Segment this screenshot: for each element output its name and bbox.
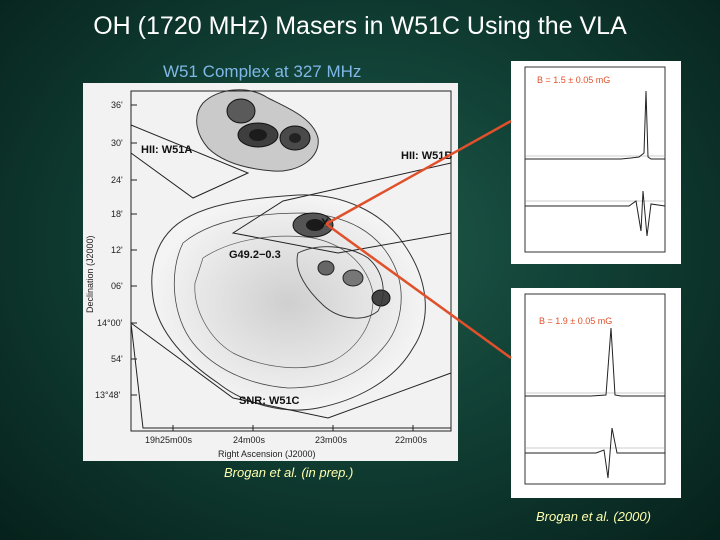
y-tick: 06' (111, 281, 123, 291)
spectrum-bottom-plot: B = 1.9 ± 0.05 mG (524, 293, 666, 485)
label-g49: G49.2−0.3 (229, 249, 281, 261)
y-tick: 13°48' (95, 390, 121, 400)
y-tick: 24' (111, 175, 123, 185)
x-tick: 19h25m00s (145, 435, 193, 445)
label-snr-w51c: SNR: W51C (239, 395, 300, 407)
slide-title: OH (1720 MHz) Masers in W51C Using the V… (93, 12, 627, 40)
y-axis-label: Declination (J2000) (85, 235, 95, 313)
y-tick: 14°00' (97, 318, 123, 328)
x-tick: 24m00s (233, 435, 266, 445)
y-tick: 30' (111, 138, 123, 148)
radio-map: 36' 30' 24' 18' 12' 06' 14°00' 54' 13°48… (83, 83, 458, 461)
maser-marker: X (321, 216, 329, 230)
x-tick: 23m00s (315, 435, 348, 445)
y-tick: 12' (111, 245, 123, 255)
label-hii-w51a: HII: W51A (141, 144, 192, 156)
x-axis-label: Right Ascension (J2000) (218, 449, 316, 459)
zeeman-spectrum-top: B = 1.5 ± 0.05 mG (511, 61, 681, 264)
bfield-value-bottom: B = 1.9 ± 0.05 mG (539, 316, 612, 326)
y-tick: 36' (111, 100, 123, 110)
y-tick: 18' (111, 209, 123, 219)
zeeman-spectrum-bottom: B = 1.9 ± 0.05 mG (511, 288, 681, 498)
credit-right: Brogan et al. (2000) (536, 509, 651, 524)
map-subtitle: W51 Complex at 327 MHz (163, 62, 362, 81)
label-hii-w51b: HII: W51B (401, 150, 452, 162)
spectrum-top-plot: B = 1.5 ± 0.05 mG (524, 66, 666, 253)
radio-map-panel: 36' 30' 24' 18' 12' 06' 14°00' 54' 13°48… (83, 83, 458, 461)
bfield-value-top: B = 1.5 ± 0.05 mG (537, 75, 610, 85)
x-tick: 22m00s (395, 435, 428, 445)
credit-left: Brogan et al. (in prep.) (224, 465, 354, 480)
y-tick: 54' (111, 354, 123, 364)
